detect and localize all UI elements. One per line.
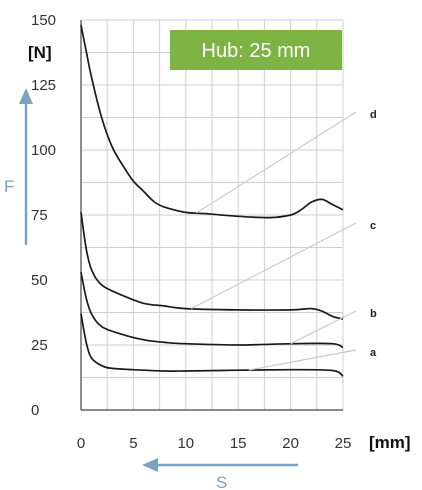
curve-label-d: d — [370, 109, 377, 121]
x-tick-label: 5 — [129, 435, 137, 452]
curve-label-b: b — [370, 308, 377, 320]
curve-leader-lines — [190, 111, 357, 371]
curve-b — [80, 272, 344, 349]
x-tick-label: 20 — [282, 435, 299, 452]
x-tick-labels: 0 5 10 15 20 25 — [77, 435, 352, 452]
y-tick-label: 150 — [31, 12, 56, 29]
curve-labels: a b c d — [370, 109, 377, 359]
travel-arrow — [142, 458, 298, 472]
stroke-badge-text: Hub: 25 mm — [202, 40, 311, 62]
travel-arrow-label: S — [216, 473, 227, 490]
y-tick-label: 0 — [31, 402, 39, 419]
y-tick-labels: 0 25 50 75 100 125 150 — [31, 12, 56, 419]
x-tick-label: 15 — [230, 435, 247, 452]
curve-label-a: a — [370, 347, 377, 359]
y-unit-label: [N] — [28, 43, 52, 62]
x-tick-label: 10 — [177, 435, 194, 452]
y-tick-label: 75 — [31, 207, 48, 224]
leader-line-b — [290, 310, 357, 345]
y-tick-label: 50 — [31, 272, 48, 289]
force-arrow-label: F — [4, 177, 14, 196]
x-tick-label: 25 — [335, 435, 352, 452]
y-tick-label: 100 — [31, 142, 56, 159]
leader-line-a — [248, 349, 357, 371]
leader-line-d — [195, 111, 357, 214]
x-unit-label: [mm] — [369, 433, 411, 452]
force-arrow — [19, 88, 33, 245]
y-tick-label: 125 — [31, 77, 56, 94]
curve-c — [80, 212, 344, 320]
curves — [80, 25, 344, 377]
y-tick-label: 25 — [31, 337, 48, 354]
stroke-badge: Hub: 25 mm — [170, 30, 342, 70]
leader-line-c — [190, 222, 357, 310]
curve-d — [80, 25, 344, 219]
curve-label-c: c — [370, 220, 376, 232]
x-tick-label: 0 — [77, 435, 85, 452]
curve-a — [80, 313, 344, 377]
